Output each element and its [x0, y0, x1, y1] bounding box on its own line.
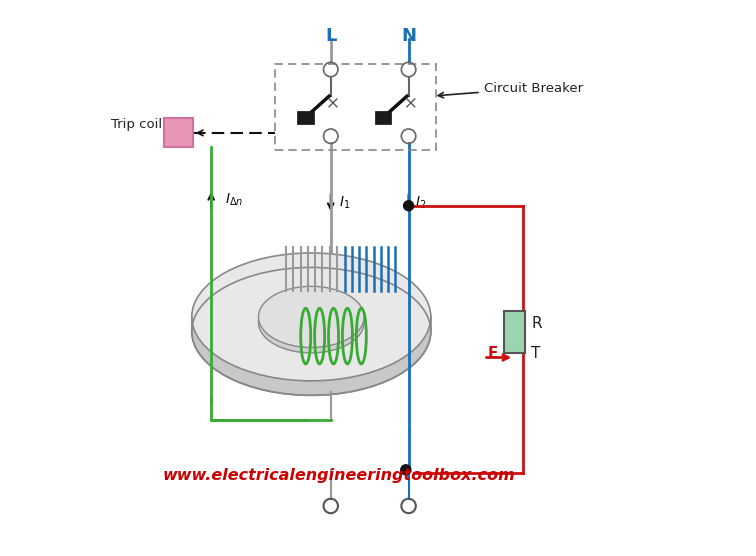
Text: $I_1$: $I_1$	[339, 195, 351, 211]
Text: L: L	[325, 27, 336, 45]
Bar	[503, 311, 525, 353]
Text: E: E	[488, 346, 498, 360]
Text: T: T	[531, 346, 541, 360]
Ellipse shape	[192, 253, 431, 381]
Circle shape	[404, 201, 414, 211]
Ellipse shape	[259, 286, 364, 348]
Bar	[375, 111, 392, 124]
Ellipse shape	[192, 267, 431, 395]
Bar	[297, 111, 314, 124]
Text: R: R	[531, 316, 542, 331]
Text: N: N	[401, 27, 416, 45]
Text: Trip coil: Trip coil	[111, 118, 174, 133]
Ellipse shape	[259, 292, 364, 353]
Bar	[275, 64, 436, 150]
Text: $I_{\Delta n}$: $I_{\Delta n}$	[225, 192, 243, 208]
Text: Circuit Breaker: Circuit Breaker	[438, 82, 583, 98]
Text: $I_2$: $I_2$	[415, 195, 426, 211]
Bar	[164, 118, 193, 147]
Circle shape	[401, 465, 411, 475]
Text: www.electricalengineeringtoolbox.com: www.electricalengineeringtoolbox.com	[163, 468, 516, 483]
